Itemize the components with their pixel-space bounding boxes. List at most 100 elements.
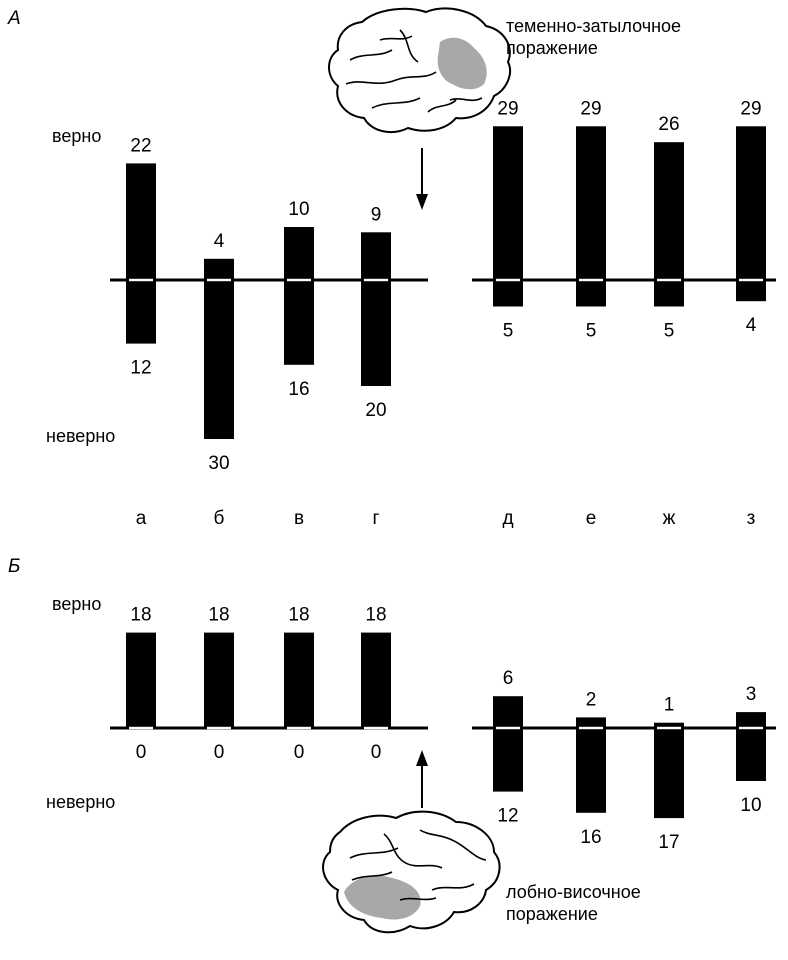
panel-a-label-correct-6: 29 (580, 98, 601, 119)
panel-b-label-correct-3: 18 (288, 605, 309, 626)
panel-b-bar-gap-1 (129, 726, 153, 730)
panel-a-bar-incorrect-4 (361, 280, 391, 386)
lesion-top-label-line2: поражение (506, 38, 598, 58)
chart-marks: 2212430101692029529526529418018018018061… (126, 98, 766, 853)
panel-a-label-correct-4: 9 (371, 204, 382, 225)
lesion-bottom-label-line2: поражение (506, 904, 598, 924)
panel-a-bar-incorrect-6 (576, 280, 606, 307)
panel-a-bar-correct-2 (204, 258, 234, 280)
panel-a-bar-incorrect-1 (126, 280, 156, 344)
panel-a-letter: А (7, 8, 21, 29)
panel-a-label-incorrect-4: 20 (365, 400, 386, 421)
panel-b-incorrect-label: неверно (46, 792, 115, 812)
panel-a-label-correct-8: 29 (740, 98, 761, 119)
panel-a-bar-gap-4 (364, 278, 388, 282)
panel-a-bar-incorrect-8 (736, 280, 766, 302)
panel-a-label-correct-5: 29 (497, 98, 518, 119)
panel-a-bar-gap-3 (287, 278, 311, 282)
panel-a-bar-incorrect-7 (654, 280, 684, 307)
panel-b-bar-correct-4 (361, 632, 391, 728)
panel-b-bar-correct-2 (204, 632, 234, 728)
panel-b-correct-label: верно (52, 594, 101, 614)
arrow-down-icon (416, 148, 428, 210)
panel-a-label-correct-7: 26 (658, 114, 679, 135)
panel-a-bar-correct-5 (493, 126, 523, 280)
category-label-8: з (747, 508, 756, 529)
brain-parieto-occipital-icon (328, 7, 512, 134)
panel-b-bar-correct-7 (654, 722, 684, 728)
panel-b-bar-incorrect-8 (736, 728, 766, 781)
panel-b-label-correct-4: 18 (365, 605, 386, 626)
panel-a-bar-incorrect-3 (284, 280, 314, 365)
panel-a-label-incorrect-5: 5 (503, 321, 514, 342)
panel-a-label-incorrect-6: 5 (586, 321, 597, 342)
panel-b-bar-gap-3 (287, 726, 311, 730)
panel-b-label-incorrect-6: 16 (580, 827, 601, 848)
panel-a-correct-label: верно (52, 126, 101, 146)
panel-b-bar-gap-7 (657, 726, 681, 730)
panel-b-label-correct-1: 18 (130, 605, 151, 626)
panel-b-label-incorrect-4: 0 (371, 742, 382, 763)
panel-a-bar-gap-5 (496, 278, 520, 282)
panel-b-label-incorrect-7: 17 (658, 832, 679, 853)
panel-a-incorrect-label: неверно (46, 426, 115, 446)
panel-a-label-correct-2: 4 (214, 231, 225, 252)
panel-a-label-correct-1: 22 (130, 135, 151, 156)
category-label-5: д (502, 508, 513, 529)
panel-b-bar-gap-6 (579, 726, 603, 730)
panel-b-label-incorrect-2: 0 (214, 742, 225, 763)
category-label-2: б (214, 508, 225, 529)
panel-b-label-incorrect-1: 0 (136, 742, 147, 763)
panel-b-label-correct-8: 3 (746, 684, 757, 705)
panel-b-bar-incorrect-7 (654, 728, 684, 819)
panel-b-bar-gap-4 (364, 726, 388, 730)
panel-b-bar-incorrect-5 (493, 728, 523, 792)
panel-b-bar-correct-1 (126, 632, 156, 728)
panel-a-bar-gap-7 (657, 278, 681, 282)
panel-b-bar-gap-5 (496, 726, 520, 730)
panel-b-bar-correct-6 (576, 717, 606, 728)
panel-a-label-incorrect-3: 16 (288, 379, 309, 400)
brain-fronto-temporal-icon (322, 810, 501, 934)
panel-a-bar-gap-1 (129, 278, 153, 282)
panel-a-bar-correct-8 (736, 126, 766, 280)
lesion-bottom-label-line1: лобно-височное (506, 882, 641, 902)
panel-b-bar-correct-3 (284, 632, 314, 728)
category-labels: а б в г д е ж з (136, 508, 756, 529)
panel-a-label-correct-3: 10 (288, 199, 309, 220)
category-label-1: а (136, 508, 147, 529)
lesion-area-bottom (344, 875, 421, 920)
panel-a-bar-correct-3 (284, 227, 314, 280)
panel-b-label-correct-5: 6 (503, 668, 514, 689)
panel-b-bar-gap-2 (207, 726, 231, 730)
panel-a-label-incorrect-7: 5 (664, 321, 675, 342)
panel-a-bar-correct-1 (126, 163, 156, 280)
panel-b-bar-gap-8 (739, 726, 763, 730)
panel-b-label-correct-7: 1 (664, 695, 675, 716)
panel-a-bar-gap-8 (739, 278, 763, 282)
panel-b-label-incorrect-3: 0 (294, 742, 305, 763)
panel-a-bar-correct-6 (576, 126, 606, 280)
panel-a-label-incorrect-8: 4 (746, 315, 757, 336)
panel-a-bar-incorrect-2 (204, 280, 234, 439)
panel-b-letter: Б (8, 556, 20, 577)
lesion-area-top (437, 37, 487, 90)
panel-a-label-incorrect-1: 12 (130, 358, 151, 379)
panel-a-bar-correct-7 (654, 142, 684, 280)
category-label-3: в (294, 508, 304, 529)
lesion-top-label-line1: теменно-затылочное (506, 16, 681, 36)
arrow-up-icon (416, 750, 428, 808)
category-label-4: г (373, 508, 380, 529)
panel-a-label-incorrect-2: 30 (208, 453, 229, 474)
panel-b-label-incorrect-5: 12 (497, 806, 518, 827)
panel-b-label-correct-2: 18 (208, 605, 229, 626)
panel-b-bar-correct-5 (493, 696, 523, 728)
panel-a-bar-gap-6 (579, 278, 603, 282)
category-label-6: е (586, 508, 597, 529)
panel-b-label-incorrect-8: 10 (740, 795, 761, 816)
panel-b-label-correct-6: 2 (586, 689, 597, 710)
panel-a-bar-incorrect-5 (493, 280, 523, 307)
panel-b-bar-incorrect-6 (576, 728, 606, 813)
panel-b-bar-correct-8 (736, 712, 766, 728)
